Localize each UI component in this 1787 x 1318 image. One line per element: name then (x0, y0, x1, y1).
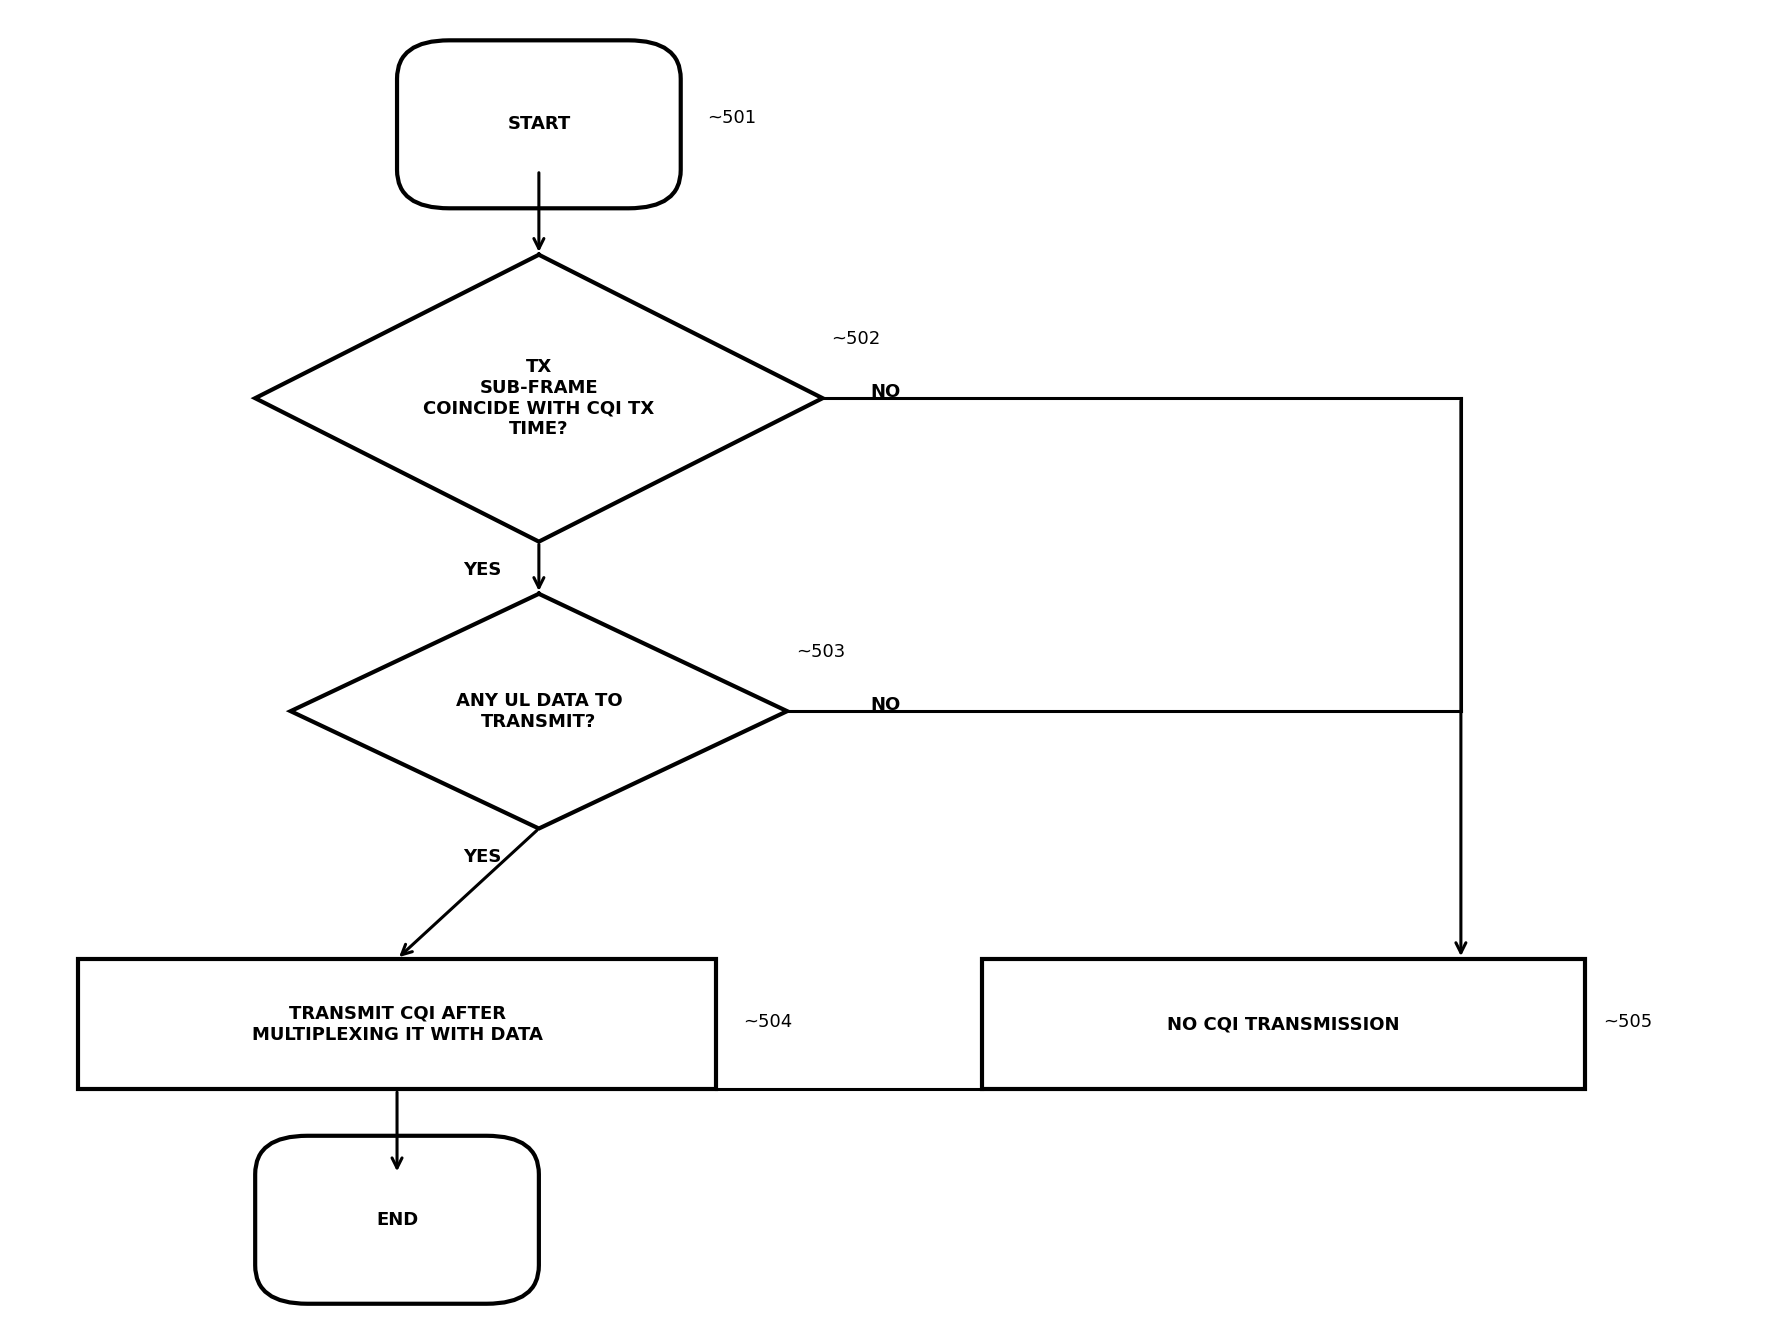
Text: TRANSMIT CQI AFTER
MULTIPLEXING IT WITH DATA: TRANSMIT CQI AFTER MULTIPLEXING IT WITH … (252, 1004, 543, 1044)
Text: NO: NO (870, 696, 901, 713)
Text: NO CQI TRANSMISSION: NO CQI TRANSMISSION (1167, 1015, 1399, 1033)
Text: TX
SUB-FRAME
COINCIDE WITH CQI TX
TIME?: TX SUB-FRAME COINCIDE WITH CQI TX TIME? (424, 358, 654, 439)
FancyBboxPatch shape (397, 41, 681, 208)
FancyBboxPatch shape (983, 960, 1585, 1090)
Text: START: START (508, 115, 570, 133)
FancyBboxPatch shape (79, 960, 717, 1090)
Text: ~504: ~504 (743, 1012, 792, 1031)
Text: YES: YES (463, 561, 502, 579)
Text: ~503: ~503 (795, 643, 845, 662)
FancyBboxPatch shape (256, 1136, 540, 1304)
Text: ~505: ~505 (1603, 1012, 1651, 1031)
Text: ~501: ~501 (708, 109, 756, 127)
Polygon shape (291, 594, 786, 829)
Text: ~502: ~502 (831, 331, 881, 348)
Text: YES: YES (463, 847, 502, 866)
Text: END: END (375, 1211, 418, 1228)
Text: NO: NO (870, 382, 901, 401)
Polygon shape (256, 254, 822, 542)
Text: ANY UL DATA TO
TRANSMIT?: ANY UL DATA TO TRANSMIT? (456, 692, 622, 730)
